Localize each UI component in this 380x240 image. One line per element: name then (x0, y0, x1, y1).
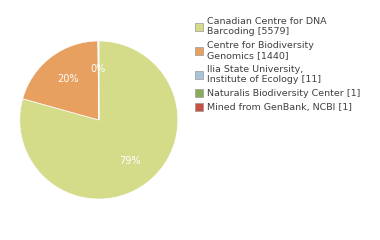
Wedge shape (20, 41, 178, 199)
Legend: Canadian Centre for DNA
Barcoding [5579], Centre for Biodiversity
Genomics [1440: Canadian Centre for DNA Barcoding [5579]… (195, 17, 360, 112)
Wedge shape (23, 41, 99, 120)
Text: 0%: 0% (91, 64, 106, 74)
Wedge shape (98, 41, 99, 120)
Text: 79%: 79% (119, 156, 141, 166)
Text: 20%: 20% (57, 74, 78, 84)
